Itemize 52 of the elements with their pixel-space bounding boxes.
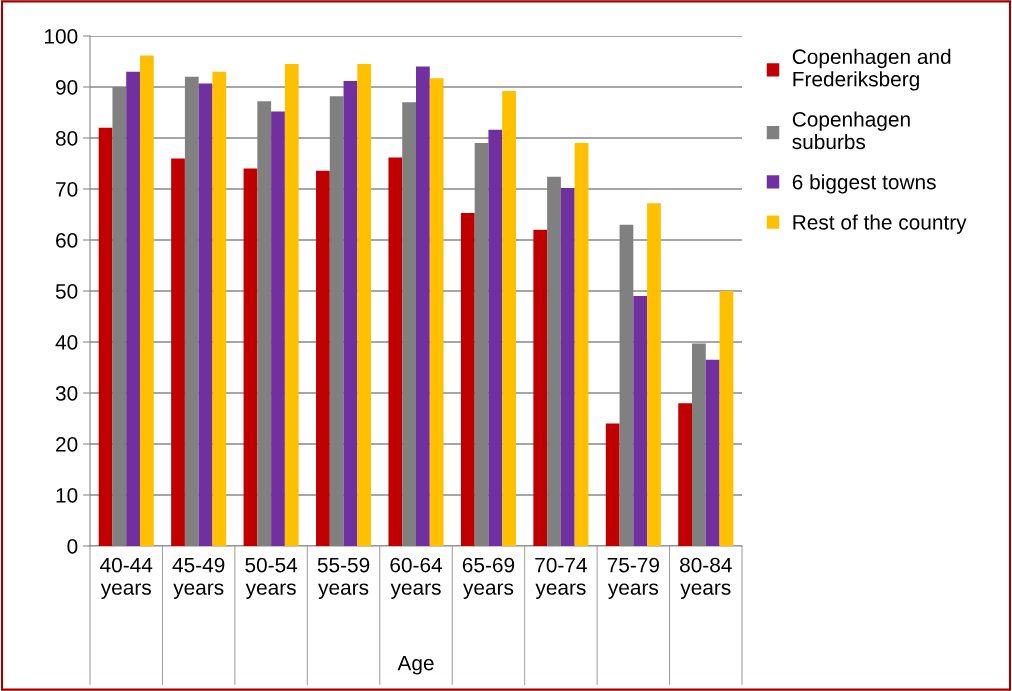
bar bbox=[678, 403, 693, 546]
y-tick-label: 80 bbox=[55, 131, 78, 146]
bar bbox=[647, 203, 661, 546]
legend-label: Rest of the country bbox=[793, 214, 967, 234]
bar bbox=[488, 129, 503, 546]
y-tick-label: 100 bbox=[45, 29, 78, 44]
bar bbox=[574, 143, 589, 546]
bar bbox=[139, 55, 154, 546]
bar bbox=[357, 64, 372, 546]
bar bbox=[271, 111, 285, 546]
legend-label: 6 biggest towns bbox=[792, 174, 936, 194]
bar bbox=[171, 158, 185, 546]
bar bbox=[429, 78, 444, 546]
bar bbox=[316, 170, 330, 546]
y-tick-label: 70 bbox=[56, 182, 78, 197]
x-tick-label: 55-59 years bbox=[317, 557, 370, 599]
legend-label: Copenhagen and Frederiksberg bbox=[792, 48, 951, 91]
bar bbox=[198, 83, 213, 546]
legend-label: Copenhagen suburbs bbox=[792, 111, 910, 150]
x-tick-label: 75-79 years bbox=[607, 557, 659, 599]
y-tick-label: 20 bbox=[56, 437, 78, 452]
bar bbox=[705, 359, 720, 546]
x-tick-label: 60-64 years bbox=[390, 557, 443, 599]
y-tick-label: 90 bbox=[56, 80, 78, 95]
bar bbox=[343, 80, 358, 546]
x-tick-label: 50-54 years bbox=[245, 557, 298, 599]
x-tick-label: 40-44 years bbox=[100, 557, 153, 599]
x-axis-title: Age bbox=[397, 655, 434, 675]
y-tick-label: 30 bbox=[55, 386, 78, 401]
bar bbox=[212, 71, 227, 546]
bar bbox=[126, 71, 140, 546]
bar bbox=[284, 64, 299, 546]
x-tick-label: 65-69 years bbox=[462, 557, 515, 599]
bar bbox=[98, 127, 113, 546]
bar bbox=[502, 91, 516, 546]
bar bbox=[416, 66, 430, 546]
bar bbox=[533, 229, 548, 546]
bar bbox=[605, 423, 620, 546]
x-tick-label: 80-84 years bbox=[680, 557, 732, 599]
bar bbox=[633, 296, 648, 546]
bar bbox=[460, 212, 475, 546]
x-tick-label: 70-74 years bbox=[535, 557, 587, 599]
y-tick-label: 40 bbox=[55, 335, 78, 350]
bar bbox=[243, 168, 258, 546]
x-tick-label: 45-49 years bbox=[172, 557, 225, 599]
bar bbox=[388, 157, 403, 546]
y-tick-label: 60 bbox=[56, 233, 78, 248]
bar bbox=[719, 291, 734, 546]
bar bbox=[560, 187, 575, 546]
y-tick-label: 50 bbox=[55, 284, 78, 299]
y-tick-label: 10 bbox=[56, 488, 78, 503]
y-tick-label: 0 bbox=[67, 539, 78, 554]
